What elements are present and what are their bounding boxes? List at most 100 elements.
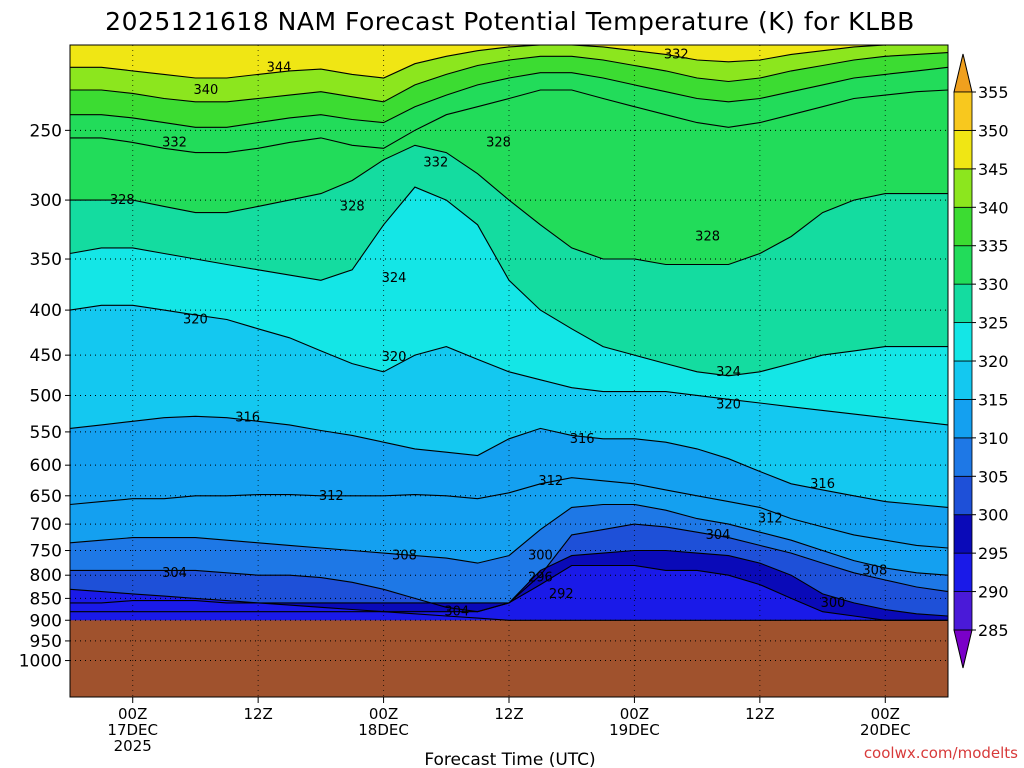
contour-line-316 bbox=[69, 415, 949, 508]
contour-label: 332 bbox=[423, 156, 448, 171]
contour-label: 304 bbox=[162, 566, 187, 581]
contour-label: 292 bbox=[549, 587, 574, 602]
y-axis: 2503003504004505005506006507007508008509… bbox=[19, 121, 70, 672]
colorbar-segment bbox=[953, 283, 973, 323]
y-tick-label: 400 bbox=[30, 301, 62, 321]
x-tick-label: 12Z bbox=[494, 705, 523, 723]
x-tick-label: 19DEC bbox=[609, 721, 660, 739]
colorbar-segment bbox=[953, 360, 973, 400]
x-tick-label: 2025 bbox=[114, 737, 152, 755]
y-tick-label: 650 bbox=[30, 487, 62, 507]
colorbar: 285 290 295 300 305 310 315 320 325 330 335 340 345 3… bbox=[953, 53, 1009, 669]
colorbar-segment bbox=[953, 437, 973, 477]
colorbar-segment bbox=[953, 91, 973, 131]
credit-text: coolwx.com/modelts bbox=[864, 744, 1018, 762]
colorbar-segment bbox=[953, 206, 973, 247]
contour-label: 312 bbox=[538, 474, 563, 489]
colorbar-bottom-arrow bbox=[953, 629, 973, 669]
terrain-fill bbox=[70, 620, 948, 697]
x-tick-label: 17DEC bbox=[107, 721, 158, 739]
colorbar-label: 325 bbox=[978, 314, 1009, 333]
contour-label: 324 bbox=[382, 271, 407, 286]
colorbar-label: 295 bbox=[978, 544, 1009, 563]
contour-line-292 bbox=[69, 588, 948, 621]
colorbar-label: 340 bbox=[978, 198, 1009, 217]
y-tick-label: 500 bbox=[30, 386, 62, 406]
x-tick-label: 12Z bbox=[745, 705, 774, 723]
colorbar-segment bbox=[953, 130, 973, 170]
contour-label: 328 bbox=[695, 230, 720, 245]
x-axis-label: Forecast Time (UTC) bbox=[424, 750, 595, 768]
y-tick-label: 1000 bbox=[19, 652, 62, 672]
y-tick-label: 350 bbox=[30, 250, 62, 270]
y-tick-label: 700 bbox=[30, 515, 62, 535]
colorbar-segment bbox=[953, 322, 973, 362]
contour-label: 308 bbox=[392, 549, 417, 564]
colorbar-label: 285 bbox=[978, 621, 1009, 640]
chart-title: 2025121618 NAM Forecast Potential Temper… bbox=[105, 7, 915, 36]
contour-label: 324 bbox=[716, 365, 741, 380]
colorbar-segment bbox=[953, 475, 973, 516]
contour-label: 296 bbox=[528, 571, 553, 586]
contour-label: 320 bbox=[716, 398, 741, 413]
y-tick-label: 900 bbox=[30, 611, 62, 631]
x-tick-label: 00Z bbox=[620, 705, 649, 723]
colorbar-segment bbox=[953, 591, 973, 631]
contour-label: 328 bbox=[340, 199, 365, 214]
colorbar-segment bbox=[953, 552, 973, 592]
y-tick-label: 450 bbox=[30, 346, 62, 366]
contour-label: 320 bbox=[382, 350, 407, 365]
contour-label: 316 bbox=[570, 432, 595, 447]
colorbar-segment bbox=[953, 168, 973, 208]
y-tick-label: 250 bbox=[30, 121, 62, 141]
contour-line-328 bbox=[70, 144, 948, 266]
colorbar-label: 320 bbox=[978, 352, 1009, 371]
colorbar-top-arrow bbox=[953, 53, 973, 93]
contour-label: 332 bbox=[664, 47, 689, 62]
y-tick-label: 300 bbox=[30, 191, 62, 211]
contour-label: 316 bbox=[810, 477, 835, 492]
colorbar-segment bbox=[953, 514, 973, 554]
colorbar-label: 345 bbox=[978, 160, 1009, 179]
contour-label: 316 bbox=[235, 411, 260, 426]
contour-label: 328 bbox=[486, 135, 511, 150]
contour-label: 328 bbox=[110, 193, 135, 208]
contour-label: 312 bbox=[319, 489, 344, 504]
contour-lines bbox=[69, 44, 949, 621]
y-tick-label: 800 bbox=[30, 566, 62, 586]
x-tick-label: 00Z bbox=[118, 705, 147, 723]
colorbar-label: 330 bbox=[978, 275, 1009, 294]
colorbar-segment bbox=[953, 399, 973, 439]
contour-label: 332 bbox=[162, 135, 187, 150]
contour-label: 308 bbox=[862, 563, 887, 578]
terrain-rect bbox=[70, 620, 948, 697]
contour-label: 320 bbox=[183, 313, 208, 328]
contour-label: 300 bbox=[821, 596, 846, 611]
contour-label: 304 bbox=[706, 528, 731, 543]
plot-area: 344 340 332 332 332 328 328 328 328 324 324 320 320 3… bbox=[69, 44, 949, 698]
contour-line-340 bbox=[70, 52, 949, 103]
contour-label: 340 bbox=[193, 83, 218, 98]
contour-line-304 bbox=[70, 523, 949, 613]
y-tick-label: 750 bbox=[30, 542, 62, 562]
colorbar-label: 355 bbox=[978, 83, 1009, 102]
contour-label: 312 bbox=[758, 512, 783, 527]
contour-line-312 bbox=[69, 477, 949, 549]
contour-line-344 bbox=[70, 44, 948, 79]
y-tick-label: 950 bbox=[30, 632, 62, 652]
contour-line-308 bbox=[69, 503, 949, 576]
colorbar-label: 350 bbox=[978, 121, 1009, 140]
y-tick-label: 850 bbox=[30, 589, 62, 609]
x-tick-label: 18DEC bbox=[358, 721, 409, 739]
contour-labels: 344 340 332 332 332 328 328 328 328 324 324 320 320 3… bbox=[110, 47, 887, 620]
contour-line-324 bbox=[69, 186, 948, 377]
x-tick-label: 12Z bbox=[243, 705, 272, 723]
colorbar-label: 300 bbox=[978, 506, 1009, 525]
contour-label: 304 bbox=[444, 605, 469, 620]
x-tick-label: 20DEC bbox=[860, 721, 911, 739]
x-tick-label: 00Z bbox=[369, 705, 398, 723]
colorbar-label: 290 bbox=[978, 583, 1009, 602]
contour-label: 344 bbox=[267, 60, 292, 75]
